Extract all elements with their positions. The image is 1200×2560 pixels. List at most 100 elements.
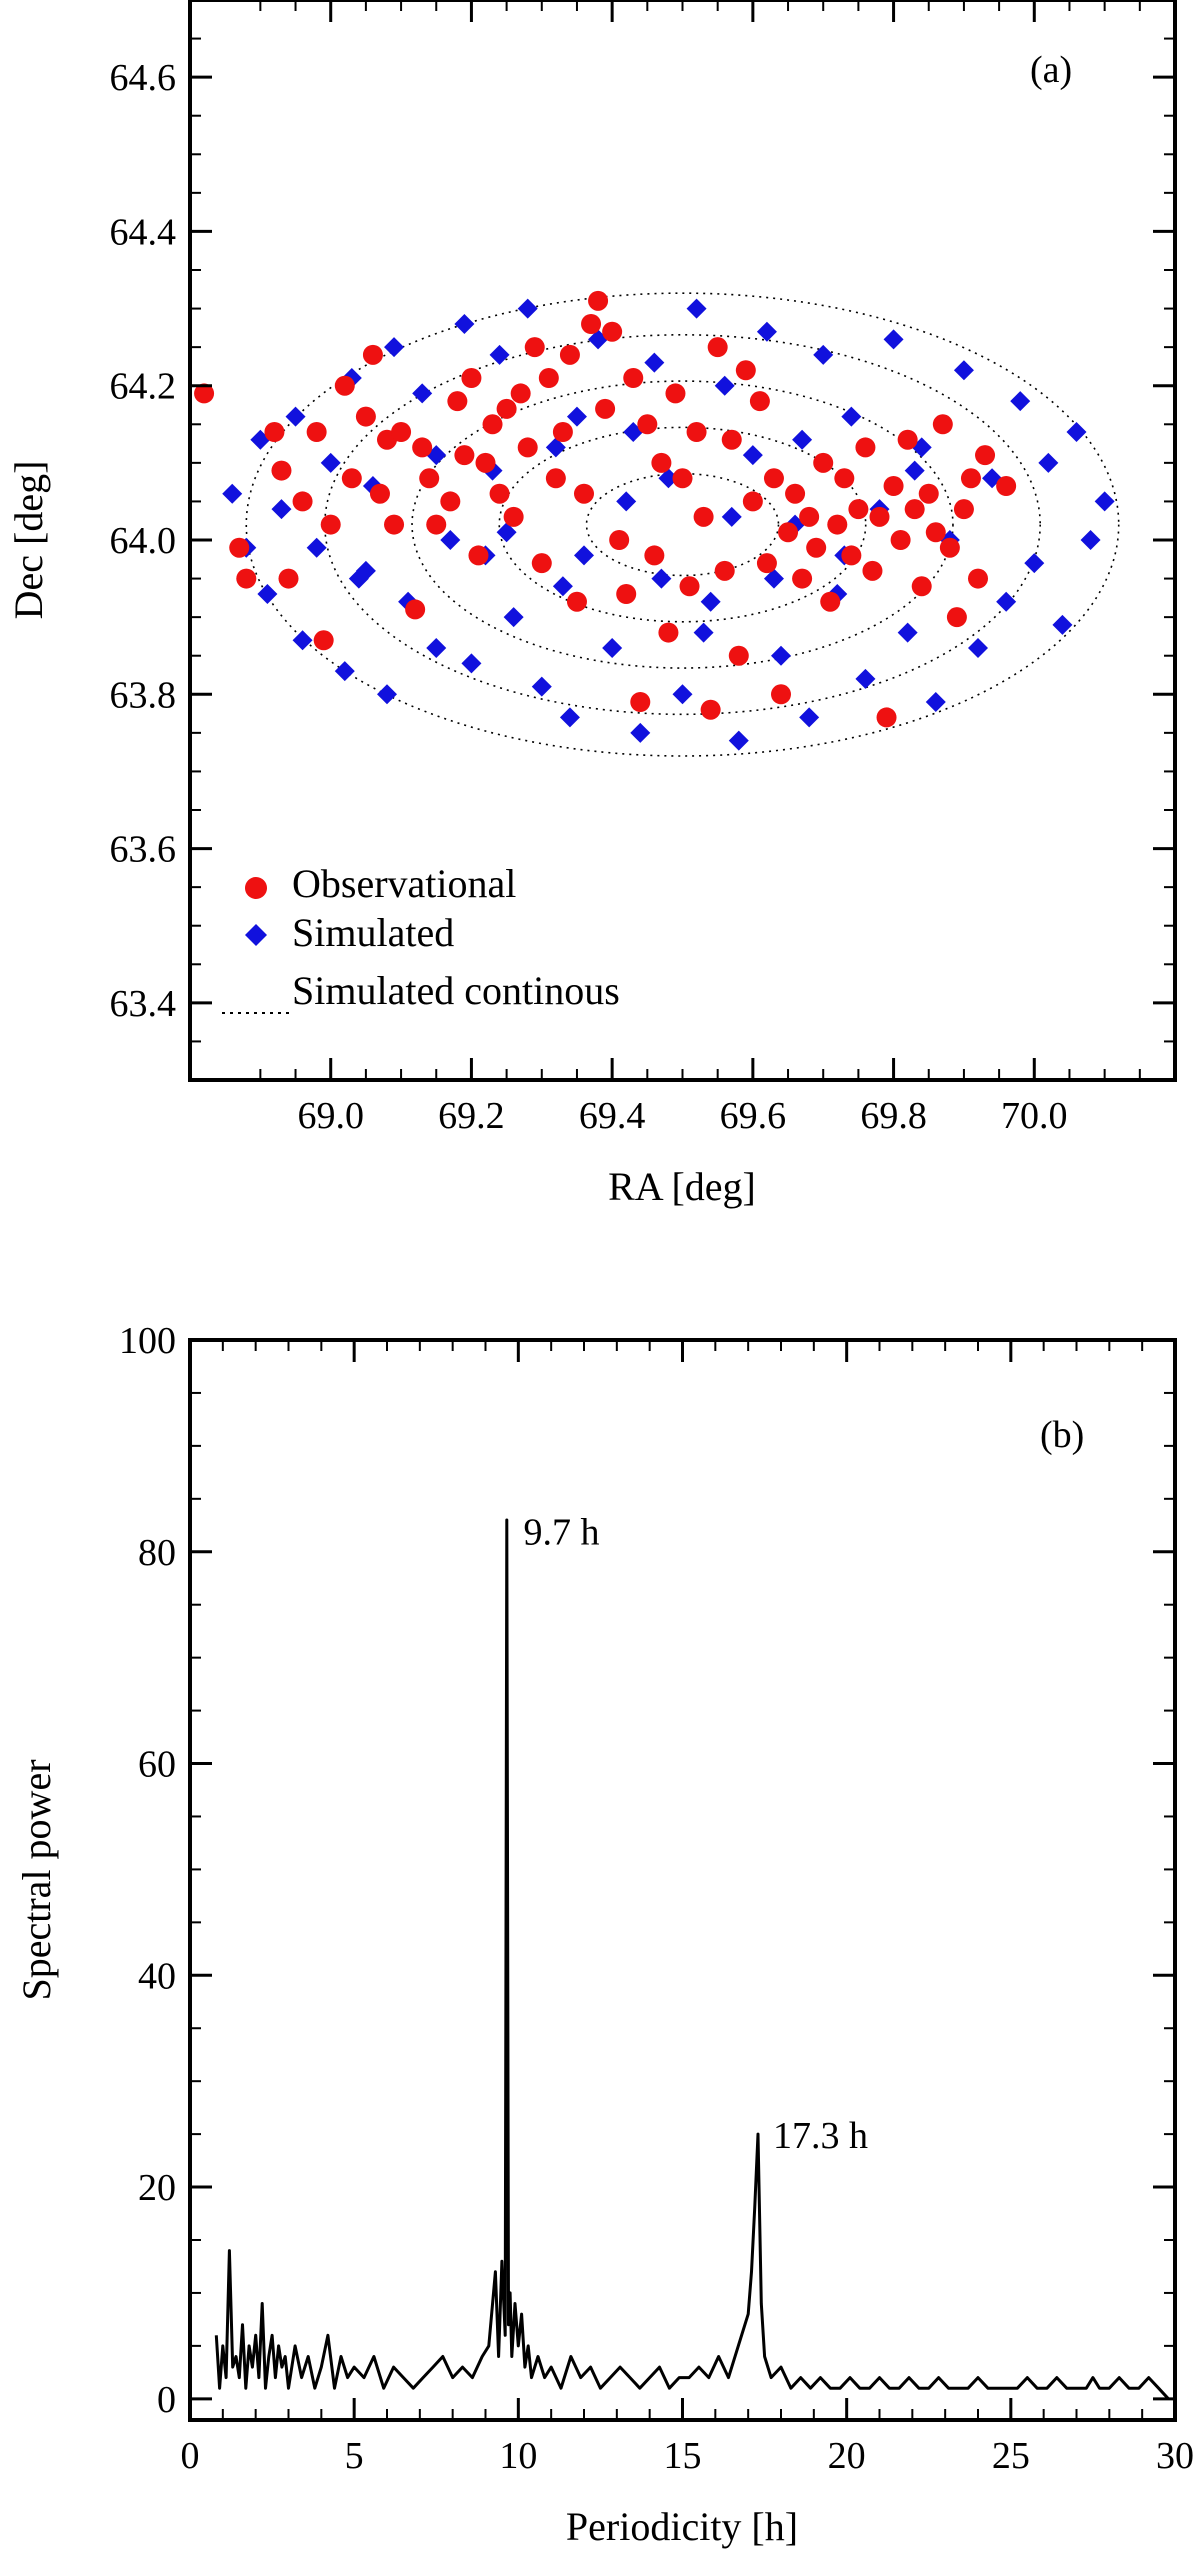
x-tick-label: 10 [499, 2435, 537, 2477]
observational-point-17 [391, 422, 412, 442]
simulated-point-47 [841, 406, 862, 427]
panel-b-line-chart: 0 5 10 15 20 25 30 0 20 40 60 80 100 9.7 h 17.3 h (b… [14, 1320, 1194, 2549]
y-axis-title: Dec [deg] [6, 461, 51, 620]
simulated-point-63 [1066, 422, 1087, 442]
x-tick-label: 69.0 [297, 1095, 364, 1137]
panel-a-tag: (a) [1030, 49, 1072, 91]
simulated-point-55 [953, 360, 974, 381]
observational-point-82 [862, 560, 883, 581]
observational-point-16 [384, 514, 405, 535]
spectral-power-series [214, 1518, 1170, 2400]
observational-point-63 [728, 645, 749, 666]
observational-point-22 [440, 491, 461, 512]
simulated-point-31 [616, 491, 637, 512]
observational-point-10 [334, 375, 355, 396]
y-tick-label: 64.6 [110, 57, 177, 99]
simulated-point-3 [257, 584, 278, 604]
observational-point-26 [468, 545, 489, 566]
y-tick-label: 80 [138, 1532, 176, 1574]
observational-point-13 [362, 344, 383, 365]
observational-point-7 [306, 422, 327, 442]
simulated-point-66 [566, 406, 587, 427]
observational-point-98 [975, 445, 996, 466]
observational-point-35 [531, 553, 552, 574]
simulated-point-26 [545, 437, 566, 458]
observational-point-49 [630, 692, 651, 712]
observational-point-99 [996, 476, 1017, 496]
simulated-point-42 [771, 645, 791, 666]
simulated-point-78 [552, 576, 573, 597]
simulated-point-51 [897, 622, 918, 643]
observational-point-31 [503, 506, 524, 527]
observational-point-55 [672, 468, 693, 489]
simulated-point-4 [271, 499, 292, 520]
simulated-point-56 [968, 638, 988, 658]
spectral-power-line [214, 1518, 1170, 2400]
observational-point-70 [778, 522, 799, 543]
continuous-ring-2 [411, 380, 954, 669]
observational-point-51 [644, 545, 665, 566]
simulated-point-48 [855, 668, 876, 689]
simulated-point-24 [517, 298, 538, 319]
simulated-point-8 [320, 452, 341, 473]
observational-point-20 [419, 468, 440, 489]
simulated-point-35 [672, 684, 693, 705]
observational-point-96 [960, 468, 981, 489]
simulated-point-64 [1080, 530, 1101, 550]
observational-point-93 [939, 537, 960, 558]
observational-point-39 [559, 344, 580, 365]
observational-point-81 [855, 437, 876, 458]
legend-circle-marker [245, 877, 267, 899]
simulated-point-44 [799, 707, 820, 728]
x-tick-label: 20 [828, 2435, 866, 2477]
observational-point-27 [475, 452, 496, 473]
simulated-point-45 [813, 344, 834, 365]
y-tick-label: 64.2 [110, 366, 177, 408]
simulated-point-28 [574, 545, 594, 566]
continuous-orbit-rings [245, 292, 1120, 757]
peak-annotation-0: 9.7 h [523, 1512, 599, 1554]
observational-point-48 [623, 368, 644, 388]
legend: Observational Simulated Simulated contin… [222, 861, 620, 1014]
observational-point-38 [552, 422, 573, 442]
observational-point-60 [707, 337, 728, 358]
simulated-point-5 [285, 406, 306, 427]
x-tick-label: 70.0 [1001, 1095, 1068, 1137]
y-tick-label: 64.4 [110, 211, 177, 253]
observational-point-52 [651, 452, 672, 473]
observational-point-77 [827, 514, 848, 535]
simulated-series [222, 298, 1115, 751]
x-tick-label: 69.4 [579, 1095, 646, 1137]
observational-point-24 [454, 445, 475, 466]
observational-point-92 [932, 414, 953, 435]
observational-point-69 [771, 684, 791, 705]
simulated-point-36 [686, 298, 707, 319]
observational-point-78 [834, 468, 855, 489]
simulated-point-39 [728, 730, 749, 751]
simulated-point-61 [1038, 452, 1059, 473]
observational-point-75 [813, 452, 834, 473]
legend-label-simulated: Simulated [292, 910, 454, 955]
simulated-point-65 [1094, 491, 1115, 512]
y-tick-label: 100 [119, 1320, 176, 1362]
observational-point-29 [489, 483, 510, 504]
simulated-point-23 [503, 607, 524, 628]
simulated-point-6 [292, 630, 313, 651]
x-tick-label: 30 [1156, 2435, 1194, 2477]
simulated-point-0 [222, 483, 243, 504]
observational-point-88 [904, 499, 925, 520]
simulated-point-68 [721, 506, 742, 527]
simulated-point-67 [651, 568, 672, 589]
observational-point-25 [461, 368, 482, 388]
observational-point-5 [278, 568, 299, 589]
x-tick-label: 0 [181, 2435, 200, 2477]
observational-point-3 [264, 422, 285, 442]
observational-point-94 [946, 607, 967, 628]
x-tick-label: 25 [992, 2435, 1030, 2477]
observational-point-68 [763, 468, 784, 489]
observational-point-41 [574, 483, 594, 504]
observational-point-61 [714, 560, 735, 581]
y-tick-label: 63.8 [110, 674, 177, 716]
observational-point-74 [806, 537, 827, 558]
panel-b-tag: (b) [1040, 1414, 1084, 1456]
